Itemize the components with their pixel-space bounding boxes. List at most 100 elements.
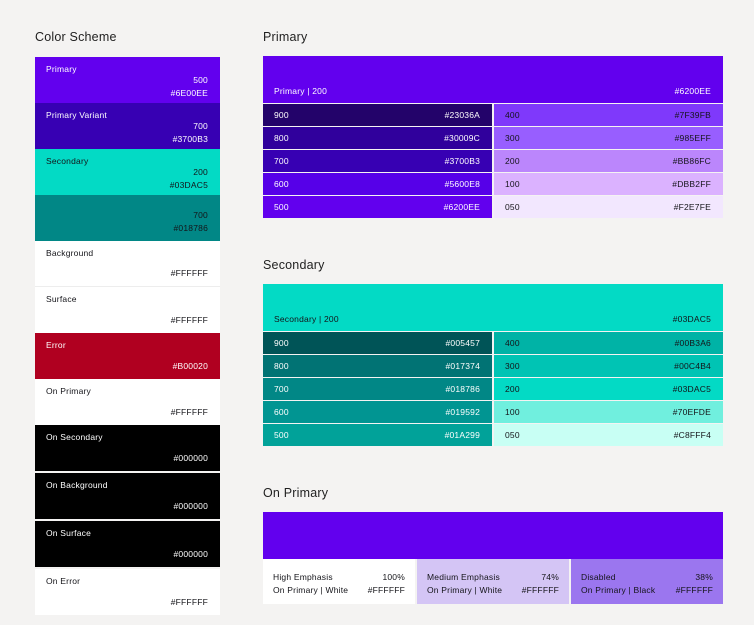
swatch-hex: #FFFFFF [170, 268, 208, 278]
emphasis-label: Disabled [581, 572, 616, 582]
swatch-error[interactable]: Error #B00020 [35, 333, 220, 379]
swatch-primary[interactable]: Primary 500 #6E00EE [35, 57, 220, 103]
swatch-hex: #000000 [173, 501, 208, 511]
swatch-label: On Background [46, 480, 108, 490]
emphasis-label: Medium Emphasis [427, 572, 500, 582]
cell-weight: 200 [505, 384, 520, 394]
palette-cell-200[interactable]: 200 #03DAC5 [494, 378, 723, 400]
cell-hex: #F2E7FE [673, 202, 711, 212]
palette-cell-300[interactable]: 300 #985EFF [494, 127, 723, 149]
emphasis-hex: #FFFFFF [521, 585, 559, 595]
color-scheme-panel: Color Scheme Primary 500 #6E00EE Primary … [35, 30, 220, 615]
cell-hex: #01A299 [444, 430, 480, 440]
palette-cell-100[interactable]: 100 #DBB2FF [494, 173, 723, 195]
emphasis-cell-disabled[interactable]: Disabled 38% On Primary | Black #FFFFFF [571, 559, 723, 604]
palette-cell-400[interactable]: 400 #00B3A6 [494, 332, 723, 354]
swatch-hex: #3700B3 [172, 134, 208, 144]
swatch-label: Error [46, 340, 66, 350]
swatch-weight: 700 [193, 210, 208, 220]
palette-cell-800[interactable]: 800 #30009C [263, 127, 492, 149]
palette-cell-050[interactable]: 050 #C8FFF4 [494, 424, 723, 446]
palette-header-hex: #6200EE [674, 86, 711, 96]
swatch-on-primary[interactable]: On Primary #FFFFFF [35, 379, 220, 425]
palette-panel: Primary Primary | 200 #6200EE 900 #23036A… [263, 30, 723, 625]
palette-cell-700[interactable]: 700 #018786 [263, 378, 492, 400]
primary-palette-grid: 900 #23036A 800 #30009C 700 #3700B3 600 #560… [263, 104, 723, 218]
emphasis-cell-medium[interactable]: Medium Emphasis 74% On Primary | White #FF… [417, 559, 569, 604]
cell-weight: 600 [274, 179, 289, 189]
swatch-weight: 500 [193, 75, 208, 85]
emphasis-percent: 74% [541, 572, 559, 582]
palette-cell-600[interactable]: 600 #5600E8 [263, 173, 492, 195]
palette-cell-600[interactable]: 600 #019592 [263, 401, 492, 423]
palette-header-hex: #03DAC5 [672, 314, 711, 324]
emphasis-percent: 38% [695, 572, 713, 582]
palette-cell-050[interactable]: 050 #F2E7FE [494, 196, 723, 218]
palette-cell-200[interactable]: 200 #BB86FC [494, 150, 723, 172]
swatch-on-error[interactable]: On Error #FFFFFF [35, 569, 220, 615]
palette-cell-400[interactable]: 400 #7F39FB [494, 104, 723, 126]
cell-hex: #7F39FB [674, 110, 711, 120]
swatch-secondary-variant[interactable]: 700 #018786 [35, 195, 220, 241]
cell-weight: 100 [505, 179, 520, 189]
swatch-primary-variant[interactable]: Primary Variant 700 #3700B3 [35, 103, 220, 149]
cell-weight: 500 [274, 430, 289, 440]
swatch-background[interactable]: Background #FFFFFF [35, 241, 220, 287]
cell-hex: #DBB2FF [672, 179, 711, 189]
emphasis-hex: #FFFFFF [367, 585, 405, 595]
swatch-secondary[interactable]: Secondary 200 #03DAC5 [35, 149, 220, 195]
cell-hex: #03DAC5 [672, 384, 711, 394]
cell-hex: #BB86FC [672, 156, 711, 166]
palette-cell-500[interactable]: 500 #6200EE [263, 196, 492, 218]
swatch-on-secondary[interactable]: On Secondary #000000 [35, 425, 220, 471]
cell-weight: 900 [274, 338, 289, 348]
swatch-hex: #000000 [173, 549, 208, 559]
cell-hex: #30009C [444, 133, 480, 143]
on-primary-block: High Emphasis 100% On Primary | White #FFF… [263, 512, 723, 604]
cell-hex: #70EFDE [672, 407, 711, 417]
swatch-label: On Secondary [46, 432, 103, 442]
on-primary-cells: High Emphasis 100% On Primary | White #FFF… [263, 559, 723, 604]
swatch-hex: #03DAC5 [169, 180, 208, 190]
emphasis-cell-high[interactable]: High Emphasis 100% On Primary | White #FFF… [263, 559, 415, 604]
cell-weight: 050 [505, 430, 520, 440]
swatch-hex: #FFFFFF [170, 315, 208, 325]
palette-cell-800[interactable]: 800 #017374 [263, 355, 492, 377]
cell-hex: #00B3A6 [674, 338, 711, 348]
on-primary-section: On Primary High Emphasis 100% On Primary … [263, 486, 723, 604]
primary-palette-section: Primary Primary | 200 #6200EE 900 #23036A… [263, 30, 723, 218]
swatch-on-background[interactable]: On Background #000000 [35, 473, 220, 519]
cell-weight: 900 [274, 110, 289, 120]
swatch-hex: #FFFFFF [170, 597, 208, 607]
palette-header-label: Primary | 200 [274, 86, 327, 96]
color-scheme-title: Color Scheme [35, 30, 117, 44]
palette-cell-900[interactable]: 900 #23036A [263, 104, 492, 126]
cell-weight: 050 [505, 202, 520, 212]
swatch-surface[interactable]: Surface #FFFFFF [35, 287, 220, 333]
primary-main-swatch[interactable]: Primary | 200 #6200EE [263, 56, 723, 103]
swatch-label: On Primary [46, 386, 91, 396]
cell-hex: #6200EE [443, 202, 480, 212]
on-primary-color-bar[interactable] [263, 512, 723, 559]
emphasis-role: On Primary | White [427, 585, 503, 595]
palette-cell-900[interactable]: 900 #005457 [263, 332, 492, 354]
cell-hex: #23036A [444, 110, 480, 120]
secondary-palette-section: Secondary Secondary | 200 #03DAC5 900 #00… [263, 258, 723, 446]
palette-cell-700[interactable]: 700 #3700B3 [263, 150, 492, 172]
swatch-hex: #6E00EE [170, 88, 208, 98]
cell-hex: #019592 [445, 407, 480, 417]
cell-weight: 500 [274, 202, 289, 212]
cell-hex: #C8FFF4 [673, 430, 711, 440]
cell-hex: #5600E8 [444, 179, 480, 189]
emphasis-role: On Primary | Black [581, 585, 656, 595]
palette-cell-300[interactable]: 300 #00C4B4 [494, 355, 723, 377]
color-scheme-stack: Primary 500 #6E00EE Primary Variant 700 #3… [35, 57, 220, 615]
cell-weight: 300 [505, 361, 520, 371]
secondary-main-swatch[interactable]: Secondary | 200 #03DAC5 [263, 284, 723, 331]
emphasis-percent: 100% [382, 572, 405, 582]
palette-cell-500[interactable]: 500 #01A299 [263, 424, 492, 446]
palette-cell-100[interactable]: 100 #70EFDE [494, 401, 723, 423]
cell-hex: #00C4B4 [674, 361, 711, 371]
swatch-on-surface[interactable]: On Surface #000000 [35, 521, 220, 567]
swatch-weight: 200 [193, 167, 208, 177]
